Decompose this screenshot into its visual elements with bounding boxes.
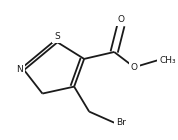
Text: N: N <box>17 66 23 74</box>
Text: Br: Br <box>116 118 126 127</box>
Text: Br: Br <box>116 118 126 127</box>
Text: CH₃: CH₃ <box>159 56 176 65</box>
Text: N: N <box>17 66 23 74</box>
Text: O: O <box>117 15 124 24</box>
Text: O: O <box>131 63 138 72</box>
Text: CH₃: CH₃ <box>159 56 176 65</box>
Text: O: O <box>117 15 124 24</box>
Text: S: S <box>55 32 60 41</box>
Text: O: O <box>131 63 138 72</box>
Text: S: S <box>55 32 60 41</box>
